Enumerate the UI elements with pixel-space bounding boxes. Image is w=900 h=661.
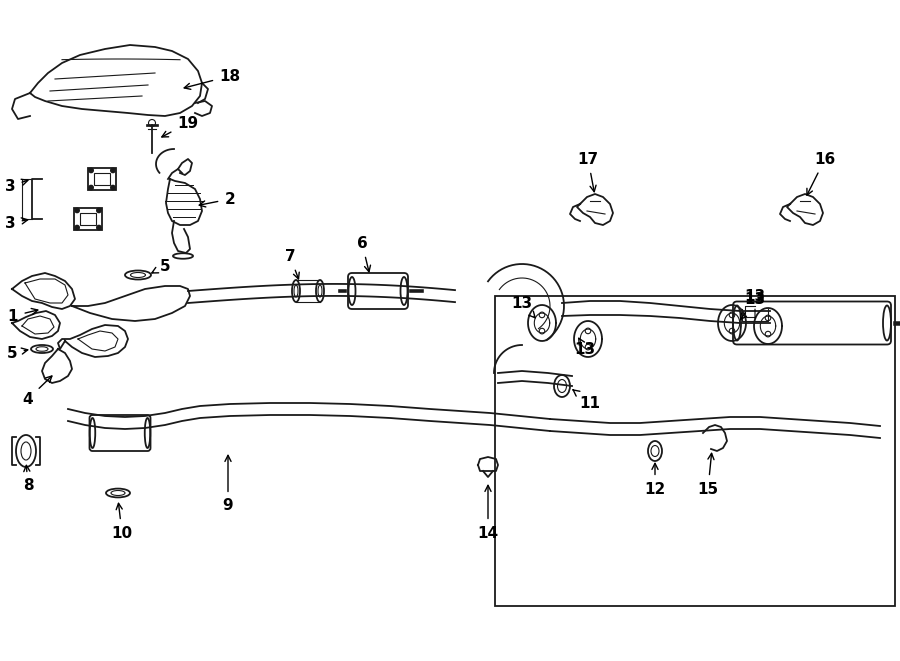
- Circle shape: [75, 225, 79, 230]
- Text: 15: 15: [698, 453, 718, 496]
- Bar: [94, 173, 110, 185]
- Text: 13: 13: [744, 288, 766, 318]
- Text: 7: 7: [284, 249, 299, 279]
- Text: 4: 4: [22, 376, 52, 407]
- Circle shape: [111, 168, 115, 173]
- Text: 16: 16: [807, 151, 835, 195]
- Text: 8: 8: [22, 465, 33, 494]
- Circle shape: [89, 168, 94, 173]
- Text: 9: 9: [222, 455, 233, 514]
- Bar: [74, 208, 102, 230]
- Text: 5: 5: [152, 258, 170, 274]
- Text: 12: 12: [644, 463, 666, 496]
- Text: 18: 18: [184, 69, 240, 89]
- Text: 10: 10: [112, 503, 132, 541]
- Text: 6: 6: [356, 235, 371, 272]
- Text: 13: 13: [511, 295, 536, 318]
- Circle shape: [96, 225, 101, 230]
- Bar: [88, 168, 116, 190]
- Text: 2: 2: [199, 192, 236, 207]
- Text: 14: 14: [477, 485, 499, 541]
- Text: 13: 13: [741, 292, 766, 319]
- Text: 1: 1: [8, 309, 38, 323]
- Text: 19: 19: [162, 116, 199, 137]
- Text: 13: 13: [574, 338, 596, 356]
- Bar: [80, 213, 95, 225]
- Text: 3: 3: [4, 178, 28, 194]
- Text: 3: 3: [4, 215, 28, 231]
- Bar: [495, 296, 895, 606]
- Circle shape: [75, 208, 79, 213]
- Circle shape: [111, 185, 115, 190]
- Text: 17: 17: [578, 151, 599, 192]
- Circle shape: [96, 208, 101, 213]
- Circle shape: [89, 185, 94, 190]
- Text: 5: 5: [6, 346, 28, 360]
- Text: 11: 11: [573, 390, 600, 410]
